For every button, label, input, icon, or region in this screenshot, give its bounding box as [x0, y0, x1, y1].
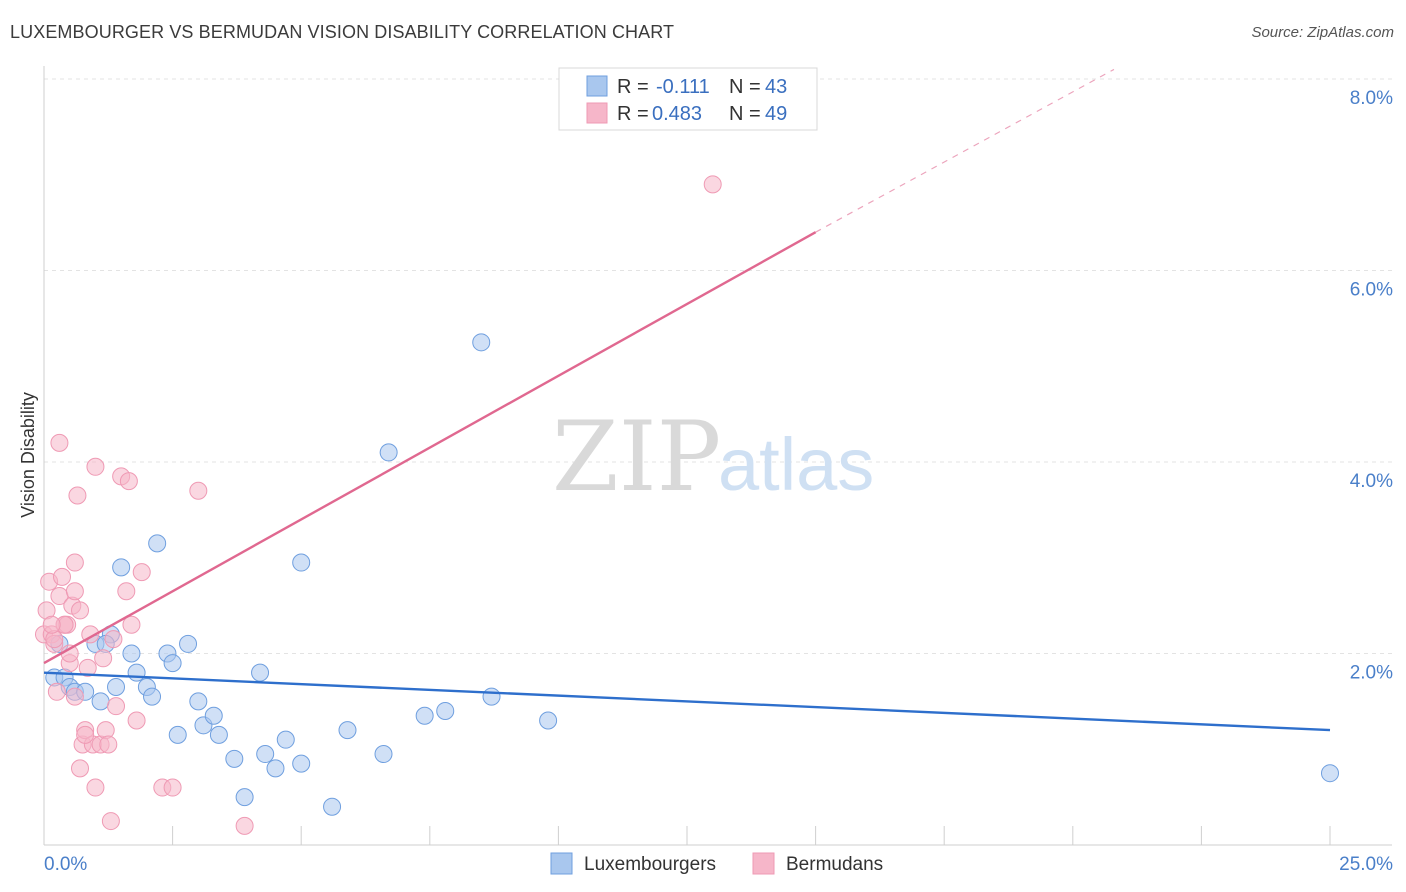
legend-bottom: Luxembourgers Bermudans	[550, 852, 883, 875]
luxembourger-point-32	[338, 721, 357, 740]
grid-lines	[44, 78, 1392, 654]
chart-title: LUXEMBOURGER VS BERMUDAN VISION DISABILI…	[10, 22, 675, 42]
luxembourger-point-22	[209, 725, 228, 744]
bermudan-point-46	[76, 725, 95, 744]
bermudan-point-30	[104, 630, 123, 649]
luxembourger-point-25	[251, 663, 270, 682]
bermudan-point-33	[117, 582, 136, 601]
watermark-atlas: atlas	[718, 423, 874, 506]
bermudan-point-16	[68, 486, 87, 505]
luxembourger-point-21	[204, 706, 223, 725]
bermudan-point-24	[86, 778, 105, 797]
bermudan-point-13	[65, 553, 84, 572]
bottom-legend-swatch-bermudans	[752, 852, 775, 875]
legend-r-value-1: -0.111	[656, 76, 710, 98]
bermudan-point-36	[127, 711, 146, 730]
bermudan-point-27	[94, 649, 113, 668]
luxembourger-point-35	[415, 706, 434, 725]
watermark: ZIP atlas	[552, 401, 874, 513]
luxembourger-point-27	[266, 759, 285, 778]
luxembourger-point-31	[323, 797, 342, 816]
bermudan-point-18	[71, 759, 90, 778]
legend-swatch-luxembourgers	[586, 75, 608, 97]
bermudan-point-5	[47, 682, 66, 701]
bermudan-point-8	[53, 567, 72, 586]
luxembourger-point-24	[235, 788, 254, 807]
bermudan-point-41	[235, 816, 254, 835]
bermudan-point-47	[99, 735, 118, 754]
luxembourger-point-19	[189, 692, 208, 711]
luxembourger-point-28	[276, 730, 295, 749]
bermudan-point-48	[42, 615, 61, 634]
luxembourger-point-29	[292, 754, 311, 773]
bottom-legend-luxembourgers: Luxembourgers	[584, 854, 716, 875]
luxembourger-point-30	[292, 553, 311, 572]
x-tick-labels: 0.0% 25.0%	[44, 854, 1393, 875]
bermudan-point-34	[119, 472, 138, 491]
y-tick-labels: 2.0% 4.0% 6.0% 8.0%	[1350, 88, 1393, 684]
watermark-zip: ZIP	[552, 401, 721, 513]
y-axis-label: Vision Disability	[18, 392, 38, 518]
legend-swatch-bermudans	[586, 102, 608, 124]
x-tick-label-min: 0.0%	[44, 854, 87, 875]
source-credit: Source: ZipAtlas.com	[1251, 24, 1394, 41]
bermudan-point-40	[189, 481, 208, 500]
legend-n-label-1: N =	[729, 76, 761, 98]
bermudan-point-17	[71, 601, 90, 620]
luxembourger-point-36	[436, 701, 455, 720]
bermudan-point-29	[101, 812, 120, 831]
bermudan-point-7	[50, 433, 69, 452]
luxembourger-point-11	[127, 663, 146, 682]
bermudan-point-37	[132, 563, 151, 582]
bermudan-trend-line	[43, 231, 817, 665]
y-tick-label-1: 4.0%	[1350, 471, 1393, 492]
x-tick-label-max: 25.0%	[1339, 854, 1393, 875]
bermudan-point-39	[163, 778, 182, 797]
luxembourger-point-33	[374, 745, 393, 764]
luxembourger-point-39	[539, 711, 558, 730]
axes	[43, 66, 1392, 846]
legend-r-value-2: 0.483	[652, 103, 702, 125]
legend-top: R = -0.111 N = 43 R = 0.483 N = 49	[558, 67, 818, 131]
y-tick-label-3: 8.0%	[1350, 88, 1393, 109]
luxembourger-point-38	[482, 687, 501, 706]
luxembourger-trend-line	[43, 671, 1331, 732]
legend-n-label-2: N =	[729, 103, 761, 125]
luxembourger-point-9	[112, 558, 131, 577]
bermudan-point-35	[122, 615, 141, 634]
luxembourger-point-10	[122, 644, 141, 663]
bermudan-point-14	[65, 582, 84, 601]
luxembourger-point-16	[163, 654, 182, 673]
luxembourger-point-18	[179, 634, 198, 653]
luxembourger-point-34	[379, 443, 398, 462]
bermudan-trend-extension	[815, 68, 1115, 233]
luxembourger-point-17	[168, 725, 187, 744]
luxembourger-point-40	[1321, 764, 1339, 783]
luxembourger-point-8	[107, 678, 126, 697]
legend-n-value-2: 49	[765, 103, 787, 125]
bermudan-point-42	[703, 175, 722, 194]
legend-r-label-2: R =	[617, 103, 649, 125]
bottom-legend-bermudans: Bermudans	[786, 854, 883, 875]
luxembourger-point-26	[256, 745, 275, 764]
luxembourger-point-23	[225, 749, 244, 768]
luxembourger-point-37	[472, 333, 491, 352]
luxembourger-point-14	[148, 534, 167, 553]
legend-n-value-1: 43	[765, 76, 787, 98]
data-points	[35, 175, 1339, 835]
bermudan-point-25	[86, 457, 105, 476]
trend-lines	[43, 68, 1331, 732]
legend-r-label-1: R =	[617, 76, 649, 98]
bermudan-point-15	[65, 687, 84, 706]
luxembourger-point-6	[91, 692, 110, 711]
y-tick-label-2: 6.0%	[1350, 280, 1393, 301]
bermudan-point-31	[107, 697, 126, 716]
bermudan-point-21	[78, 658, 97, 677]
y-tick-label-0: 2.0%	[1350, 663, 1393, 684]
luxembourger-point-13	[143, 687, 162, 706]
bottom-legend-swatch-luxembourgers	[550, 852, 573, 875]
